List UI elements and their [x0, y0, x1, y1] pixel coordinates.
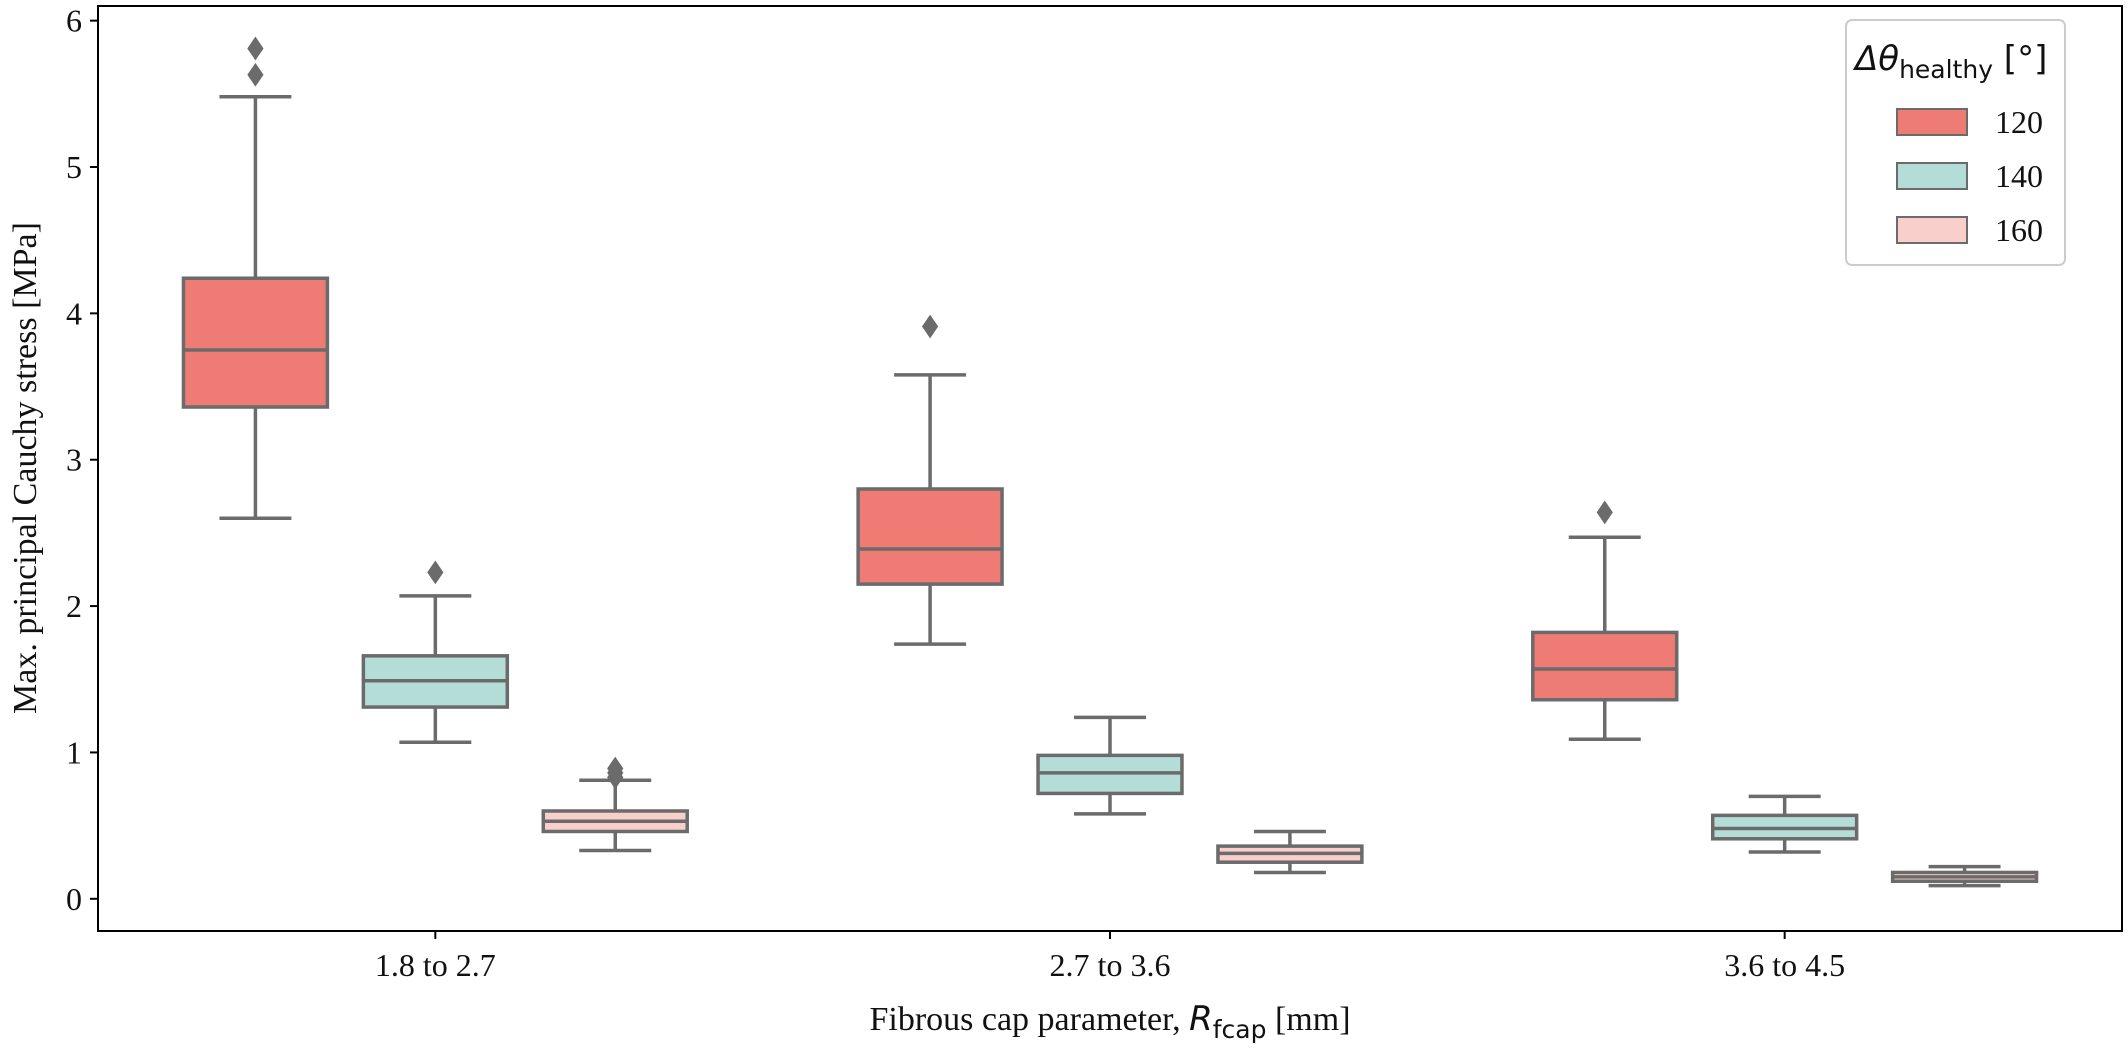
legend-label-120: 120	[1995, 104, 2043, 140]
y-axis-label: Max. principal Cauchy stress [MPa]	[7, 222, 44, 714]
outlier-point	[921, 314, 939, 339]
box-iqr	[181, 276, 330, 409]
box-160-1	[541, 756, 689, 853]
x-axis-label-suffix: [mm]	[1266, 1001, 1350, 1038]
y-tick-label-4: 4	[66, 295, 82, 331]
x-tick-label-2: 2.7 to 3.6	[1050, 947, 1171, 983]
box-120-1	[181, 36, 330, 521]
y-tick-label-3: 3	[66, 442, 82, 478]
x-axis-label-prefix: Fibrous cap parameter,	[869, 1001, 1189, 1038]
y-tick-label-2: 2	[66, 588, 82, 624]
y-tick-label-0: 0	[66, 881, 82, 917]
x-axis-label-symbol: R	[1189, 999, 1213, 1039]
x-tick-label-3: 3.6 to 4.5	[1724, 947, 1845, 983]
box-120-2	[856, 314, 1004, 646]
legend-title: Δθhealthy [°]	[1852, 39, 2047, 84]
x-axis: 1.8 to 2.7 2.7 to 3.6 3.6 to 4.5	[375, 931, 1845, 983]
legend-frame	[1845, 19, 2066, 266]
legend-label-140: 140	[1995, 158, 2043, 194]
outlier-point	[427, 560, 444, 585]
y-tick-label-1: 1	[66, 734, 82, 770]
box-120-3	[1531, 500, 1679, 742]
legend-swatch-140	[1896, 162, 1968, 190]
box-160-3	[1890, 864, 2039, 888]
box-140-1	[361, 560, 510, 744]
legend-title-suffix: [°]	[1993, 39, 2047, 79]
box-140-3	[1710, 794, 1859, 854]
box-groups	[181, 36, 2039, 888]
y-tick-label-6: 6	[66, 3, 82, 39]
legend-swatch-160	[1896, 216, 1968, 244]
legend-swatch-120	[1896, 108, 1968, 136]
y-tick-label-5: 5	[66, 149, 82, 185]
legend: Δθhealthy [°] 120 140 160	[1845, 19, 2066, 266]
outlier-point	[607, 756, 624, 781]
outlier-point	[1596, 500, 1613, 525]
box-iqr	[856, 487, 1004, 586]
x-axis-label-subscript: fcap	[1213, 1015, 1267, 1044]
legend-title-subscript: healthy	[1899, 55, 1993, 84]
x-axis-label: Fibrous cap parameter, Rfcap [mm]	[869, 999, 1350, 1044]
outlier-point	[247, 36, 264, 61]
legend-title-symbol: Δθ	[1852, 39, 1899, 79]
legend-items: 120 140 160	[1896, 104, 2043, 248]
outlier-point	[247, 62, 264, 87]
y-axis: 0 1 2 3 4 5 6	[66, 3, 98, 917]
legend-label-160: 160	[1995, 212, 2043, 248]
box-160-2	[1216, 829, 1364, 875]
box-iqr	[1531, 630, 1679, 702]
box-140-2	[1036, 715, 1184, 816]
x-tick-label-1: 1.8 to 2.7	[375, 947, 496, 983]
